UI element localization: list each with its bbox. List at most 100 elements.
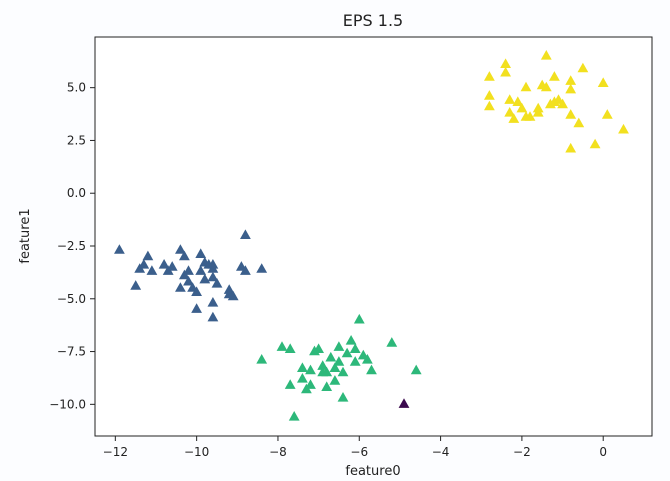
data-point bbox=[288, 411, 300, 421]
y-tick-label: 0.0 bbox=[67, 186, 86, 200]
y-tick-label: −5.0 bbox=[57, 292, 86, 306]
data-point bbox=[565, 109, 577, 119]
data-point bbox=[366, 364, 377, 375]
y-axis: 5.0 2.5 0.0 −2.5 −5.0 −7.5 −10.0 bbox=[49, 81, 95, 411]
data-point bbox=[158, 259, 170, 269]
data-point bbox=[297, 373, 308, 383]
data-point bbox=[557, 98, 568, 109]
x-tick-label: −2 bbox=[513, 445, 531, 459]
data-point bbox=[195, 248, 207, 258]
data-point bbox=[211, 278, 223, 288]
x-axis: −12 −10 −8 −6 −4 −2 0 bbox=[103, 436, 607, 459]
data-point bbox=[191, 286, 202, 296]
x-tick-label: −4 bbox=[432, 445, 450, 459]
data-point bbox=[500, 58, 511, 68]
y-tick-label: −10.0 bbox=[49, 397, 86, 411]
data-point bbox=[532, 107, 544, 117]
data-point bbox=[524, 111, 536, 121]
data-point bbox=[223, 288, 235, 299]
x-tick-label: −12 bbox=[103, 445, 128, 459]
data-point bbox=[183, 275, 194, 286]
data-point bbox=[577, 62, 589, 73]
data-point bbox=[504, 107, 516, 117]
plot-area bbox=[94, 36, 653, 437]
data-point bbox=[349, 343, 361, 353]
data-point bbox=[565, 75, 577, 85]
data-point bbox=[333, 356, 345, 366]
data-point bbox=[297, 362, 308, 372]
data-point bbox=[337, 366, 349, 377]
data-point bbox=[276, 341, 288, 351]
data-point bbox=[146, 265, 158, 275]
data-point bbox=[191, 303, 202, 313]
data-point bbox=[179, 250, 190, 261]
data-point bbox=[353, 313, 365, 324]
series-group bbox=[398, 398, 410, 408]
y-tick-label: 5.0 bbox=[67, 81, 86, 95]
data-point bbox=[512, 96, 524, 106]
data-point bbox=[601, 109, 613, 119]
data-point bbox=[256, 354, 268, 364]
data-point bbox=[386, 337, 398, 347]
data-point bbox=[321, 381, 333, 391]
data-point bbox=[114, 244, 125, 254]
data-point bbox=[565, 83, 577, 94]
x-tick-label: −8 bbox=[269, 445, 287, 459]
data-point bbox=[207, 311, 219, 322]
y-tick-label: −2.5 bbox=[57, 239, 86, 253]
chart-title: EPS 1.5 bbox=[343, 11, 403, 30]
data-points bbox=[114, 50, 629, 421]
data-point bbox=[484, 100, 495, 111]
data-point bbox=[207, 271, 219, 282]
data-point bbox=[345, 335, 357, 345]
data-point bbox=[516, 102, 528, 113]
data-point bbox=[540, 50, 552, 60]
data-point bbox=[484, 90, 495, 100]
data-point bbox=[142, 250, 154, 261]
data-point bbox=[500, 66, 511, 77]
data-point bbox=[317, 360, 329, 370]
data-point bbox=[199, 273, 211, 284]
data-point bbox=[337, 392, 349, 402]
data-point bbox=[284, 379, 296, 389]
data-point bbox=[597, 77, 609, 87]
data-point bbox=[256, 263, 268, 273]
x-tick-label: −10 bbox=[184, 445, 209, 459]
data-point bbox=[175, 282, 186, 292]
data-point bbox=[325, 351, 337, 362]
data-point bbox=[175, 244, 186, 254]
data-point bbox=[130, 280, 142, 290]
data-point bbox=[484, 71, 495, 81]
x-tick-label: −6 bbox=[350, 445, 368, 459]
data-point bbox=[305, 379, 316, 389]
data-point bbox=[508, 113, 520, 123]
data-point bbox=[207, 259, 219, 269]
data-point bbox=[329, 362, 341, 372]
y-tick-label: −7.5 bbox=[57, 345, 86, 359]
series-group bbox=[114, 229, 268, 322]
data-point bbox=[410, 364, 422, 375]
series-group bbox=[484, 50, 629, 153]
data-point bbox=[284, 343, 296, 353]
y-tick-label: 2.5 bbox=[67, 133, 86, 147]
data-point bbox=[398, 398, 410, 408]
data-point bbox=[573, 117, 585, 128]
data-point bbox=[195, 265, 207, 275]
y-axis-label: feature1 bbox=[18, 208, 33, 263]
data-point bbox=[305, 364, 316, 375]
data-point bbox=[321, 366, 333, 377]
data-point bbox=[240, 265, 251, 275]
data-point bbox=[565, 142, 577, 153]
data-point bbox=[349, 356, 361, 366]
data-point bbox=[540, 81, 552, 92]
data-point bbox=[520, 81, 532, 92]
data-point bbox=[166, 261, 178, 271]
data-point bbox=[240, 229, 251, 239]
data-point bbox=[341, 347, 353, 358]
data-point bbox=[183, 265, 194, 275]
data-point bbox=[329, 375, 341, 385]
data-point bbox=[313, 343, 324, 353]
data-point bbox=[207, 297, 219, 307]
x-axis-label: feature0 bbox=[345, 464, 400, 479]
